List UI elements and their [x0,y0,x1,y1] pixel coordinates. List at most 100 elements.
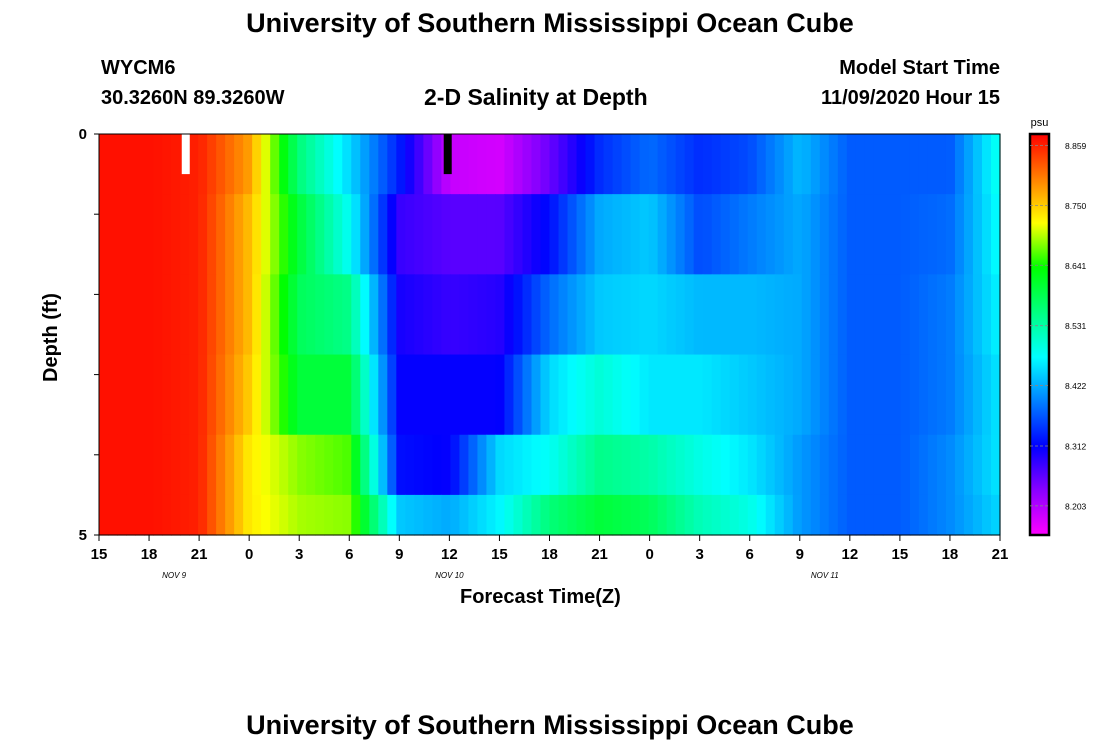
heat-cell [135,194,145,275]
x-axis: 15 18 21 0 3 6 9 12 15 18 21 0 3 6 9 12 15 18 21 NOV 9 NOV 1… [91,535,1008,580]
heat-cell [819,434,830,496]
heat-cell [936,354,947,436]
heat-cell [405,494,415,536]
heat-cell [225,434,235,496]
heat-cell [504,134,515,195]
heat-cell [612,354,623,436]
heat-cell [738,434,749,496]
heat-cell [378,354,388,436]
heat-cell [216,494,226,536]
heat-cell [315,434,325,496]
heat-cell [801,434,812,496]
heat-cell [198,194,208,275]
heat-cell [297,274,307,356]
heat-cell [945,494,956,536]
heat-cell [414,274,424,356]
heat-cell [333,194,343,275]
heat-cell [342,134,352,195]
heat-cell [108,134,118,195]
heat-cell [504,274,515,356]
heat-cell [639,134,650,195]
heat-cell [486,134,497,195]
heat-cell [756,134,767,195]
heat-cell [783,434,794,496]
heat-cell [729,134,740,195]
heat-cell [882,354,893,436]
heat-cell [990,274,1001,356]
heat-cell [783,134,794,195]
heat-cell [720,194,731,275]
heat-cell [171,134,181,195]
heat-cell [765,434,776,496]
heat-cell [279,194,289,275]
heat-cell [522,354,533,436]
heat-cell [882,494,893,536]
heat-cell [306,274,316,356]
x-day-label: NOV 10 [435,571,464,580]
heat-cell [288,434,298,496]
heat-cell [162,274,172,356]
heat-cell [243,434,253,496]
colorbar-tick-label: 8.422 [1065,381,1087,391]
heat-cell [189,434,199,496]
heat-cell [198,134,208,195]
heat-cell [180,354,190,436]
heat-cell [270,134,280,195]
heat-cell [261,434,271,496]
heat-cell [810,274,821,356]
heat-cell [135,434,145,496]
heat-cell [351,354,361,436]
heat-cell [513,354,524,436]
heat-cell [423,434,433,496]
heat-cell [450,274,460,356]
heat-cell [945,134,956,195]
heat-cell [450,494,460,536]
heat-cell [144,434,154,496]
heat-cell [540,434,551,496]
heat-cell [180,494,190,536]
x-tick-label: 21 [591,546,608,563]
heat-cell [954,434,965,496]
heat-cell [873,434,884,496]
heat-cell [126,274,136,356]
heat-cell [99,494,109,536]
heat-cell [864,494,875,536]
heat-cell [972,354,983,436]
heat-cell [855,354,866,436]
heat-cell [423,194,433,275]
heat-cell [657,354,668,436]
heat-cell [792,274,803,356]
heat-cell [432,494,442,536]
heat-cell [423,274,433,356]
heat-cell [648,194,659,275]
heat-cell [351,194,361,275]
heat-cell [252,134,262,195]
heat-cell [576,134,587,195]
x-day-label: NOV 9 [162,571,187,580]
heat-cell [936,494,947,536]
heat-cell [513,194,524,275]
heat-cell [774,274,785,356]
heat-cell [981,434,992,496]
heat-cell [216,194,226,275]
x-tick-label: 12 [841,546,858,563]
heat-cell [126,354,136,436]
heat-cell [369,194,379,275]
heat-cell [747,134,758,195]
heat-cell [765,134,776,195]
heat-cell [981,274,992,356]
y-tick-label: 5 [79,527,87,544]
heat-cell [594,434,605,496]
heat-cell [180,434,190,496]
x-tick-label: 12 [441,546,458,563]
heat-cell [639,194,650,275]
heat-cell [252,494,262,536]
heat-cell [639,274,650,356]
heat-cell [243,194,253,275]
heat-cell [657,274,668,356]
heat-cell [477,134,488,195]
heat-cell [198,494,208,536]
heat-cell [108,494,118,536]
heat-cell [333,274,343,356]
heat-cell [765,354,776,436]
